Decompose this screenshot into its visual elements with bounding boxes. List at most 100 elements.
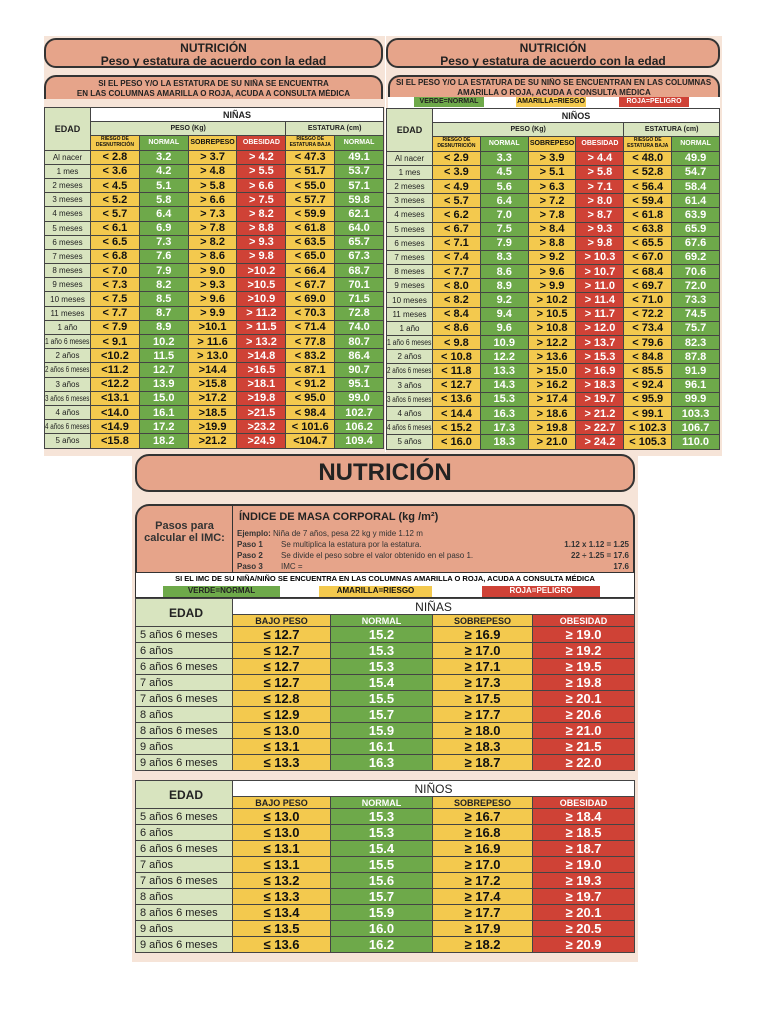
value: 64.0 bbox=[348, 222, 370, 235]
age: 6 años bbox=[140, 644, 174, 657]
table-row: 2 años 6 meses < 11.8 13.3 > 15.0 > 16.9 < 85… bbox=[386, 363, 720, 379]
column-header: BAJO PESO bbox=[232, 796, 331, 809]
age-cell: 3 meses bbox=[386, 193, 433, 209]
step-label: Paso 1 bbox=[237, 540, 263, 549]
table-row: 1 año 6 meses < 9.8 10.9 > 12.2 > 13.7 < 79.6… bbox=[386, 334, 720, 351]
value-cell: > 6.6 bbox=[187, 192, 238, 208]
value: > 9.8 bbox=[587, 237, 613, 250]
table-row: 1 año < 7.9 8.9 >10.1 > 11.5 < 71.4 74.0 bbox=[44, 319, 384, 336]
imc-step: Paso 1 Se multiplica la estatura por la e… bbox=[237, 539, 629, 550]
value-cell: > 8.6 bbox=[187, 248, 238, 265]
value-cell: 15.0 bbox=[138, 390, 189, 406]
value: > 22.7 bbox=[584, 421, 616, 434]
value: < 63.5 bbox=[294, 236, 326, 249]
value-cell: < 5.7 bbox=[432, 193, 481, 209]
value: < 4.5 bbox=[102, 179, 128, 192]
age-cell: Al nacer bbox=[44, 149, 91, 165]
value-cell: 6.4 bbox=[138, 206, 189, 222]
age-cell: 1 año bbox=[44, 319, 91, 336]
table-row: 6 meses < 6.5 7.3 > 8.2 > 9.3 < 63.5 65.7 bbox=[44, 234, 384, 250]
value: 15.9 bbox=[368, 905, 395, 920]
value-cell: ≥ 21.0 bbox=[532, 722, 635, 739]
table-row: 6 años ≤ 13.0 15.3 ≥ 16.8 ≥ 18.5 bbox=[135, 824, 635, 841]
value: ≥ 18.5 bbox=[565, 825, 602, 840]
value: >10.5 bbox=[247, 278, 276, 291]
value-cell: > 9.8 bbox=[575, 235, 625, 251]
value: > 6.3 bbox=[539, 180, 565, 193]
value: > 5.5 bbox=[249, 165, 274, 178]
value: < 101.6 bbox=[291, 420, 329, 433]
value-cell: < 87.1 bbox=[285, 362, 336, 378]
value: ≤ 13.2 bbox=[263, 873, 300, 888]
age-cell: 3 años bbox=[386, 377, 433, 393]
value: > 16.9 bbox=[584, 364, 616, 377]
value: ≥ 18.4 bbox=[565, 809, 602, 824]
value-cell: < 10.8 bbox=[432, 349, 481, 365]
value-cell: < 59.4 bbox=[623, 193, 673, 209]
table-row: 9 meses < 8.0 8.9 > 9.9 > 11.0 < 69.7 72.0 bbox=[386, 278, 720, 294]
value-cell: ≥ 21.5 bbox=[532, 738, 635, 755]
value: < 87.1 bbox=[294, 363, 326, 376]
value-cell: 15.2 bbox=[330, 626, 433, 643]
column-header: NORMAL bbox=[671, 136, 720, 152]
value-cell: 87.8 bbox=[671, 349, 720, 365]
value: <13.1 bbox=[100, 392, 129, 405]
value-cell: 5.1 bbox=[138, 177, 189, 194]
value-cell: < 67.7 bbox=[285, 277, 336, 293]
value: 12.2 bbox=[493, 350, 515, 363]
imc-step: Paso 3 IMC = 17.6 bbox=[237, 561, 629, 572]
value-cell: > 13.0 bbox=[187, 348, 238, 364]
value: 6.4 bbox=[496, 194, 512, 207]
value-cell: 8.3 bbox=[479, 249, 529, 266]
value: < 5.2 bbox=[102, 193, 128, 206]
value: > 8.4 bbox=[539, 223, 565, 236]
value-cell: < 85.5 bbox=[623, 363, 673, 379]
value-cell: > 12.2 bbox=[527, 334, 577, 351]
value: < 63.8 bbox=[632, 223, 664, 236]
value: ≤ 13.0 bbox=[263, 809, 300, 824]
value-cell: >17.2 bbox=[187, 390, 238, 406]
value: 18.3 bbox=[493, 435, 515, 448]
value-cell: > 10.5 bbox=[527, 306, 577, 322]
value-cell: < 67.0 bbox=[623, 249, 673, 266]
table-row: 7 años 6 meses ≤ 13.2 15.6 ≥ 17.2 ≥ 19.3 bbox=[135, 872, 635, 889]
legend-normal: VERDE=NORMAL bbox=[414, 97, 484, 107]
value-cell: > 13.7 bbox=[575, 334, 625, 351]
value-cell: <11.2 bbox=[90, 362, 140, 378]
value: < 7.9 bbox=[102, 321, 128, 334]
peso-header: PESO (Kg) bbox=[431, 122, 625, 138]
age-cell: 4 meses bbox=[44, 206, 91, 222]
value-cell: 16.3 bbox=[479, 405, 529, 422]
warning-line: AMARILLA O ROJA, ACUDA A CONSULTA MÉDICA bbox=[457, 88, 651, 97]
value: < 66.4 bbox=[294, 264, 326, 277]
age-cell: 6 años 6 meses bbox=[135, 840, 233, 857]
table-row: 1 año 6 meses < 9.1 10.2 > 11.6 > 13.2 < 77.8… bbox=[44, 333, 384, 350]
value: < 6.1 bbox=[102, 222, 128, 235]
value: > 8.7 bbox=[587, 208, 613, 221]
age-cell: 1 mes bbox=[386, 164, 433, 180]
value-cell: >24.9 bbox=[236, 433, 287, 449]
value-cell: < 7.9 bbox=[90, 319, 140, 336]
value: 15.3 bbox=[368, 809, 395, 824]
value-cell: 15.3 bbox=[479, 391, 529, 407]
value-cell: 8.5 bbox=[138, 291, 189, 307]
value-cell: ≤ 13.6 bbox=[232, 936, 331, 953]
age-cell: 7 meses bbox=[386, 249, 433, 266]
value-cell: > 7.2 bbox=[527, 193, 577, 209]
value-cell: > 10.7 bbox=[575, 264, 625, 280]
age: 2 años bbox=[397, 352, 422, 362]
value-cell: > 5.5 bbox=[236, 163, 287, 179]
value: 16.2 bbox=[368, 937, 395, 952]
value-cell: ≤ 13.5 bbox=[232, 920, 331, 937]
value-cell: > 7.5 bbox=[236, 192, 287, 208]
value-cell: < 102.3 bbox=[623, 420, 673, 436]
table-row: 5 meses < 6.7 7.5 > 8.4 > 9.3 < 63.8 65.9 bbox=[386, 221, 720, 237]
value: ≤ 12.7 bbox=[263, 627, 300, 642]
value-cell: <14.0 bbox=[90, 404, 140, 421]
value: > 15.3 bbox=[584, 350, 616, 363]
value-cell: 71.5 bbox=[334, 291, 384, 307]
value-cell: ≥ 20.1 bbox=[532, 690, 635, 707]
value-cell: 9.2 bbox=[479, 292, 529, 308]
column-header: SOBREPESO bbox=[527, 136, 577, 152]
value: 7.9 bbox=[496, 237, 512, 250]
